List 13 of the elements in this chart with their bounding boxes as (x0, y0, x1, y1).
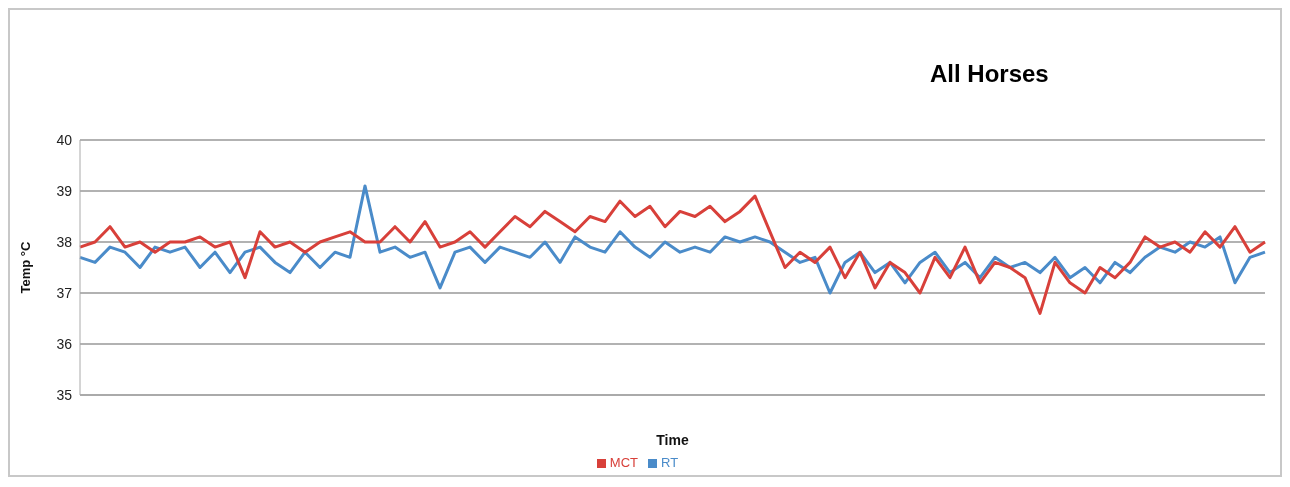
y-tick-label: 38 (56, 233, 73, 250)
y-tick-label: 39 (56, 182, 73, 199)
x-axis-title: Time (656, 432, 689, 448)
line-series (78, 194, 1267, 315)
y-tick-label: 35 (56, 386, 73, 403)
chart-title: All Horses (930, 60, 1049, 88)
y-tick-label: 36 (56, 335, 73, 352)
y-axis-title: Temp °C (17, 240, 33, 294)
line-series (78, 184, 1267, 295)
legend-label: RT (661, 455, 679, 470)
y-tick-label: 40 (56, 131, 73, 148)
y-tick-label: 37 (56, 284, 73, 301)
legend-label: MCT (609, 455, 639, 470)
